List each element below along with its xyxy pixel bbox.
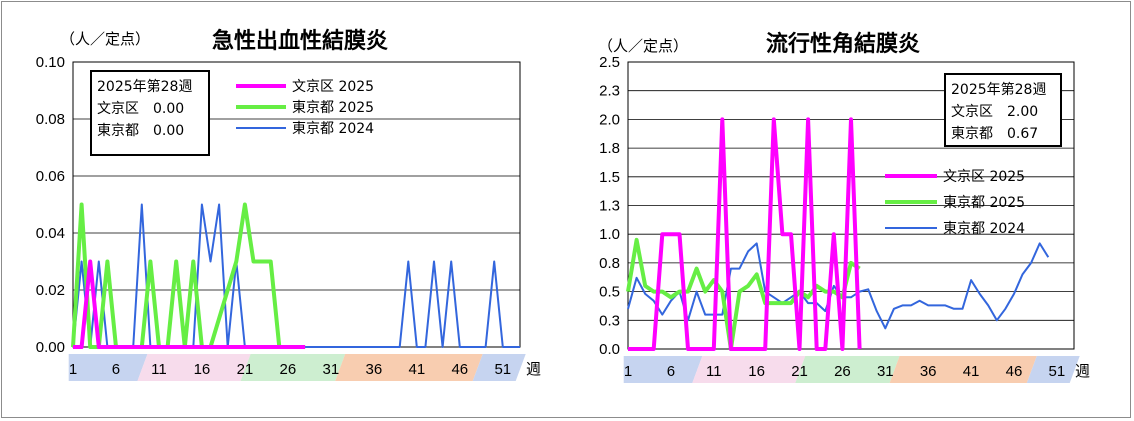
info-box-line: 文京区 0.00: [97, 101, 184, 117]
chart-2: 流行性角結膜炎 （人／定点）2.5 2.3 2.0 1.8 1.5 1.3 1.0 0.8 0.5…: [598, 31, 1090, 383]
y-tick-label: 1.5: [599, 169, 620, 186]
x-tick-label: 21: [237, 361, 254, 378]
info-box: [90, 70, 210, 156]
week-band: [137, 354, 251, 381]
y-tick-label: 0.06: [36, 168, 65, 185]
x-tick-label: 6: [112, 361, 120, 378]
info-box-line: 東京都 0.67: [951, 126, 1038, 142]
x-tick-label: 36: [920, 363, 937, 380]
x-tick-label: 26: [834, 363, 851, 380]
x-tick-label: 16: [194, 361, 211, 378]
y-tick-label: 2.5: [599, 54, 620, 71]
week-band: [889, 356, 1037, 383]
y-tick-label: 2.0: [599, 111, 620, 128]
x-tick-label: 46: [1006, 363, 1023, 380]
y-tick-label: 0.5: [599, 284, 620, 301]
x-tick-label: 16: [748, 363, 765, 380]
series-line: [626, 237, 861, 351]
week-band: [335, 354, 483, 381]
chart-1: 急性出血性結膜炎（人／定点）0.100.080.060.040.020.001 6…: [36, 28, 541, 381]
week-band: [795, 356, 900, 383]
y-tick-label: 2.3: [599, 83, 620, 100]
legend-label: 東京都 2025: [943, 195, 1025, 211]
x-tick-label: 51: [494, 361, 511, 378]
y-tick-label: 0.02: [36, 282, 65, 299]
unit-label: （人／定点）: [598, 37, 688, 55]
week-band: [472, 354, 526, 381]
week-band: [692, 356, 806, 383]
info-box: [944, 73, 1062, 147]
y-tick-label: 0.10: [36, 54, 65, 71]
chart-title: 急性出血性結膜炎: [212, 28, 388, 54]
legend-label: 東京都 2024: [943, 221, 1025, 237]
x-tick-label: 11: [151, 361, 167, 378]
y-tick-label: 1.0: [599, 226, 620, 243]
legend-label: 東京都 2025: [292, 100, 374, 116]
x-tick-label: 1: [624, 363, 632, 380]
x-tick-label: 36: [366, 361, 383, 378]
y-tick-label: 1.8: [599, 140, 620, 157]
y-tick-label: 0.3: [599, 312, 620, 329]
info-box-line: 東京都 0.00: [97, 123, 184, 139]
series-line: [628, 117, 862, 351]
series-line: [71, 202, 306, 349]
week-band: [68, 354, 148, 381]
legend-label: 文京区 2025: [943, 169, 1025, 185]
info-box-line: 2025年第28週: [951, 81, 1046, 98]
x-tick-label: 31: [323, 361, 340, 378]
week-band: [623, 356, 703, 383]
x-tick-label: 31: [877, 363, 894, 380]
x-tick-label: 46: [451, 361, 468, 378]
x-tick-label: 26: [280, 361, 297, 378]
week-band: [1026, 356, 1080, 383]
chart-title: 流行性角結膜炎: [766, 31, 920, 57]
series-line: [73, 259, 306, 349]
y-tick-label: 0.00: [36, 339, 65, 356]
x-tick-label: 41: [409, 361, 426, 378]
legend-label: 文京区 2025: [292, 79, 374, 95]
y-tick-label: 1.3: [599, 198, 620, 215]
x-tick-label: 6: [667, 363, 675, 380]
x-tick-label: 41: [963, 363, 980, 380]
y-tick-label: 0.08: [36, 111, 65, 128]
x-tick-label: 1: [69, 361, 77, 378]
x-tick-label: 51: [1049, 363, 1066, 380]
week-unit-label: 週: [526, 360, 541, 378]
info-box-line: 文京区 2.00: [951, 104, 1038, 120]
info-box-line: 2025年第28週: [97, 78, 192, 95]
legend-label: 東京都 2024: [292, 121, 374, 137]
y-tick-label: 0.04: [36, 225, 65, 242]
y-tick-label: 0.0: [599, 341, 620, 358]
week-band: [240, 354, 346, 381]
x-tick-label: 21: [791, 363, 808, 380]
y-tick-label: 0.8: [599, 255, 620, 272]
unit-label: （人／定点）: [60, 30, 150, 48]
week-unit-label: 週: [1075, 362, 1090, 380]
x-tick-label: 11: [706, 363, 722, 380]
